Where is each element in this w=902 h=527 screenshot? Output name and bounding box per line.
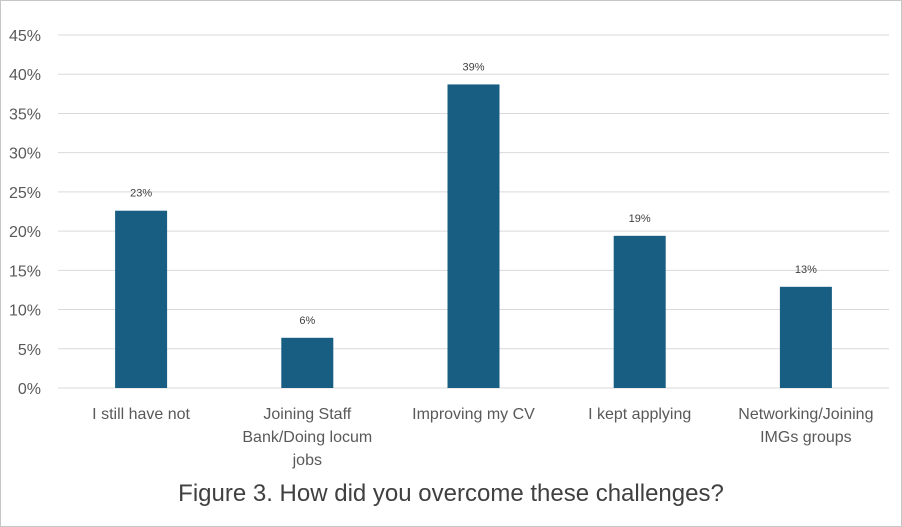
y-tick-label: 15%	[9, 263, 41, 280]
data-label: 6%	[299, 315, 315, 327]
y-tick-label: 35%	[9, 106, 41, 123]
x-tick-label: Networking/Joining IMGs groups	[738, 406, 873, 446]
bar-chart: 0% 5% 10% 15% 20% 25% 30% 35% 40% 45% 23% 6% 39% 19%…	[9, 28, 889, 469]
data-label: 13%	[795, 264, 817, 276]
y-axis-ticks: 0% 5% 10% 15% 20% 25% 30% 35% 40% 45%	[9, 28, 41, 398]
bar	[115, 210, 168, 388]
y-tick-label: 10%	[9, 303, 41, 320]
bar	[447, 84, 500, 389]
bar	[613, 235, 666, 388]
y-tick-label: 20%	[9, 224, 41, 241]
data-label: 39%	[462, 61, 484, 73]
bars	[115, 84, 832, 389]
y-tick-label: 5%	[18, 342, 41, 359]
data-label: 19%	[629, 213, 651, 225]
bar	[779, 286, 832, 388]
data-label: 23%	[130, 188, 152, 200]
data-labels: 23% 6% 39% 19% 13%	[130, 61, 817, 326]
x-tick-label: I kept applying	[588, 406, 691, 423]
y-tick-label: 25%	[9, 185, 41, 202]
x-axis-labels: I still have not Joining Staff Bank/Doing …	[92, 406, 873, 469]
x-tick-label: Improving my CV	[412, 406, 535, 423]
y-tick-label: 40%	[9, 67, 41, 84]
x-tick-label: Joining Staff Bank/Doing locum jobs	[242, 406, 372, 469]
chart-title: Figure 3. How did you overcome these cha…	[178, 480, 724, 507]
y-tick-label: 0%	[18, 381, 41, 398]
bar	[281, 337, 334, 388]
y-tick-label: 30%	[9, 146, 41, 163]
x-tick-label: I still have not	[92, 406, 190, 423]
y-tick-label: 45%	[9, 28, 41, 45]
